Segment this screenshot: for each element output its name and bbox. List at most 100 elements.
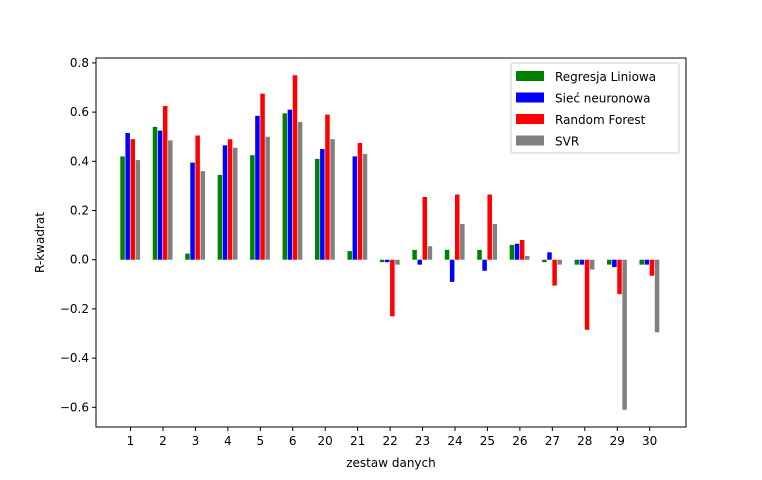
bar-1-4 [217, 174, 223, 260]
bar-2-22 [385, 259, 390, 263]
bar-3-2 [162, 105, 168, 260]
x-tick-label: 1 [127, 434, 135, 448]
legend-label: Random Forest [555, 113, 646, 127]
bar-2-24 [449, 259, 455, 282]
bar-2-2 [157, 130, 163, 260]
bar-3-20 [325, 114, 330, 260]
bar-2-26 [514, 243, 520, 260]
bar-3-26 [519, 240, 525, 260]
bar-4-30 [654, 259, 660, 333]
bar-1-20 [315, 158, 320, 260]
bar-3-5 [260, 93, 265, 260]
bar-1-6 [282, 113, 288, 260]
x-tick-label: 30 [642, 434, 657, 448]
x-tick-label: 29 [610, 434, 625, 448]
bar-2-23 [417, 259, 422, 265]
legend-label: SVR [555, 135, 579, 149]
bar-3-28 [584, 259, 590, 330]
x-tick-label: 23 [415, 434, 430, 448]
bar-4-24 [460, 224, 465, 260]
bar-3-22 [390, 259, 395, 317]
bar-1-2 [152, 126, 158, 260]
bar-4-29 [622, 259, 627, 410]
bar-3-6 [292, 75, 298, 260]
x-tick-label: 2 [159, 434, 167, 448]
bar-4-20 [330, 139, 335, 260]
x-tick-label: 3 [192, 434, 200, 448]
bar-2-25 [482, 259, 487, 271]
x-tick-label: 6 [289, 434, 297, 448]
y-tick-label: 0.4 [70, 154, 89, 168]
x-tick-label: 4 [224, 434, 232, 448]
y-tick-label: −0.6 [60, 400, 89, 414]
legend-swatch [516, 114, 544, 124]
bars-layer [120, 75, 660, 410]
y-tick-label: 0.2 [70, 204, 89, 218]
bar-1-24 [444, 249, 450, 260]
bar-4-26 [525, 256, 530, 260]
legend-swatch [516, 135, 544, 146]
bar-3-27 [552, 259, 557, 286]
bar-2-4 [222, 145, 228, 260]
bar-1-29 [607, 259, 612, 265]
bar-2-30 [644, 259, 650, 265]
bar-3-23 [422, 196, 428, 260]
bar-2-6 [287, 109, 293, 260]
bar-1-1 [120, 156, 125, 260]
bar-1-21 [347, 251, 352, 260]
x-tick-label: 28 [577, 434, 592, 448]
x-tick-label: 22 [382, 434, 397, 448]
bar-3-25 [487, 194, 492, 260]
bar-4-27 [557, 259, 562, 265]
legend-swatch [516, 71, 544, 81]
x-tick-label: 5 [256, 434, 264, 448]
bar-1-3 [185, 253, 190, 260]
bar-4-2 [168, 140, 173, 260]
x-tick-label: 24 [447, 434, 462, 448]
bar-4-28 [589, 259, 595, 270]
bar-4-21 [362, 153, 368, 260]
bar-1-30 [639, 259, 644, 265]
legend-box [510, 62, 680, 154]
bar-1-26 [509, 244, 515, 260]
x-axis-label: zestaw danych [346, 456, 436, 470]
y-tick-label: 0.0 [70, 253, 89, 267]
y-tick-label: 0.6 [70, 105, 89, 119]
bar-4-3 [200, 171, 205, 260]
bar-2-21 [352, 156, 358, 260]
bar-2-29 [612, 259, 617, 268]
x-tick-label: 27 [545, 434, 560, 448]
bar-2-3 [190, 162, 195, 260]
bar-2-1 [125, 133, 130, 260]
x-tick-label: 21 [350, 434, 365, 448]
x-tick-label: 26 [512, 434, 527, 448]
x-tick-label: 20 [318, 434, 333, 448]
bar-2-5 [255, 115, 260, 260]
bar-1-27 [542, 259, 547, 263]
bar-3-1 [130, 139, 135, 260]
bar-2-27 [547, 252, 552, 260]
legend-swatch [516, 92, 544, 103]
bar-1-25 [477, 249, 482, 260]
bar-4-25 [492, 224, 498, 260]
bar-3-29 [617, 259, 622, 295]
bar-2-20 [320, 149, 325, 260]
bar-3-24 [455, 194, 460, 260]
bar-3-21 [357, 142, 363, 260]
bar-4-23 [427, 246, 433, 260]
x-tick-label: 25 [480, 434, 495, 448]
plot-frame [95, 57, 687, 428]
y-axis-label: R-kwadrat [33, 212, 47, 273]
bar-4-6 [297, 121, 303, 260]
bar-4-1 [135, 160, 141, 260]
y-tick-label: 0.8 [70, 56, 89, 70]
legend-label: Regresja Liniowa [555, 70, 656, 84]
bar-1-5 [250, 155, 255, 260]
bar-3-3 [195, 135, 200, 260]
bar-4-22 [395, 259, 400, 265]
bar-1-28 [574, 259, 580, 265]
bar-1-22 [379, 259, 385, 263]
bar-1-23 [412, 249, 417, 260]
